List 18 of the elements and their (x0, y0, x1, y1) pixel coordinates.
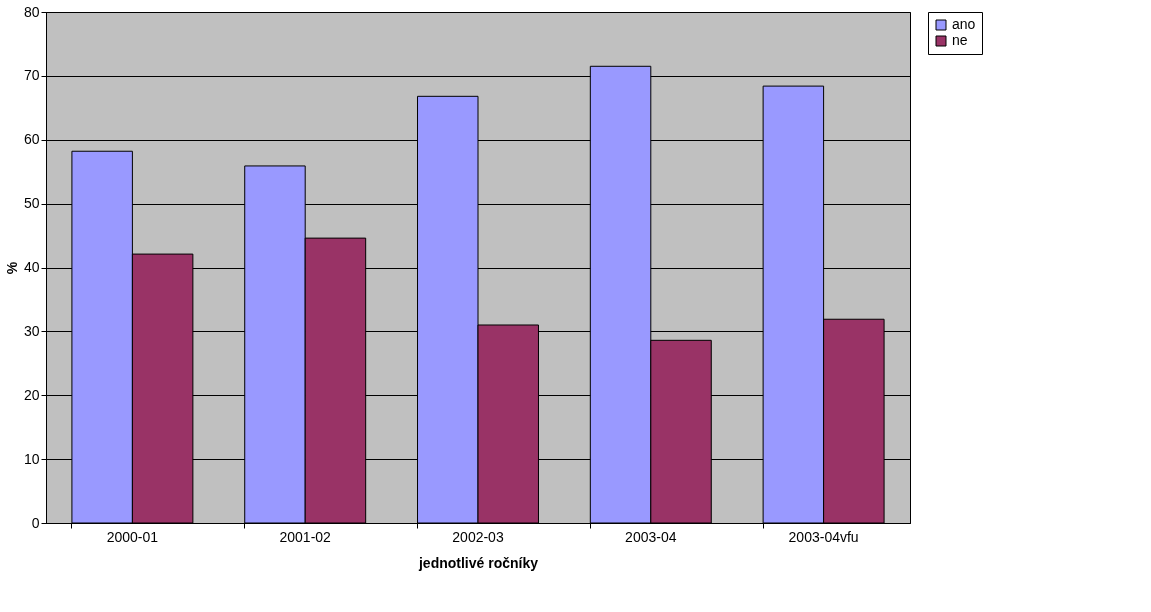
y-tick-label: 10 (23, 450, 40, 467)
y-tick-label: 0 (31, 514, 40, 531)
y-tick-label: 40 (23, 259, 40, 275)
y-axis-title: % (3, 261, 20, 275)
y-tick-label: 60 (23, 131, 40, 148)
y-tick-label: 50 (23, 195, 40, 212)
x-tick-label: 2000-01 (106, 528, 159, 545)
y-tick-label: 30 (23, 322, 40, 339)
legend-label: ne (952, 32, 968, 48)
legend-label: ano (952, 16, 976, 32)
x-tick-label: 2002-03 (452, 528, 504, 545)
x-tick-label: 2001-02 (279, 528, 332, 545)
x-tick-label: 2003-04 (625, 528, 677, 545)
y-tick-label: 70 (23, 67, 40, 84)
y-tick-label: 20 (23, 386, 40, 403)
x-tick-label: 2003-04vfu (788, 528, 859, 545)
y-tick-label: 80 (23, 3, 40, 20)
x-axis-title: jednotlivé ročníky (417, 554, 539, 571)
